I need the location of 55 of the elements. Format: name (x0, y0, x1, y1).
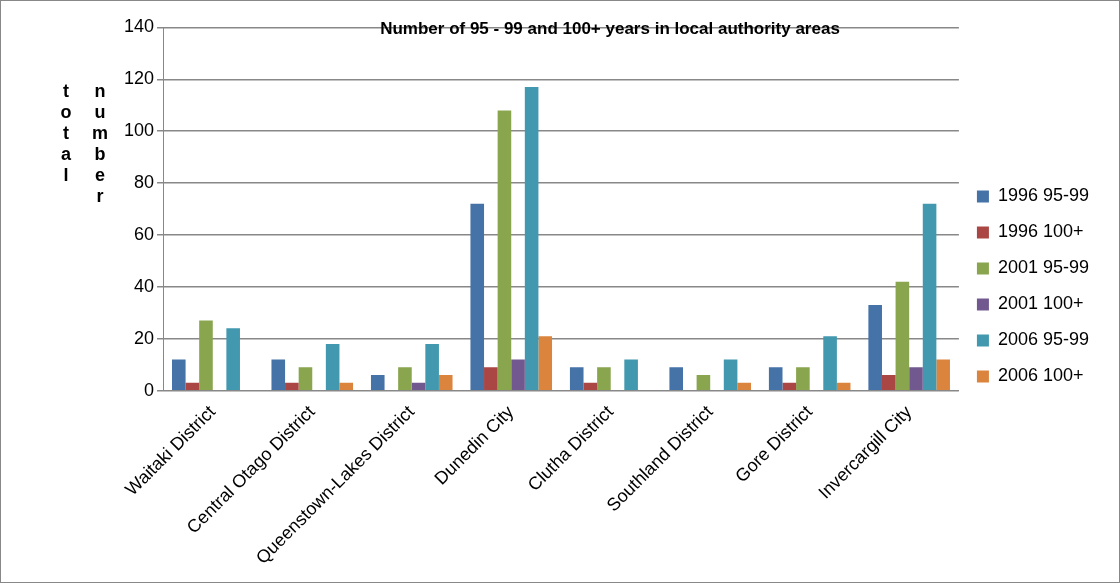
bar (199, 320, 213, 390)
bar (936, 359, 950, 390)
legend-label: 2001 95-99 (997, 257, 1090, 278)
bar (524, 87, 539, 390)
bar (470, 203, 485, 390)
bar (484, 367, 498, 390)
bar (836, 382, 851, 390)
bar (398, 367, 412, 390)
bar (868, 305, 882, 390)
legend-label: 2001 100+ (997, 293, 1084, 314)
y-tick-label: 60 (134, 223, 155, 244)
bar (271, 359, 286, 390)
bar (538, 336, 553, 390)
y-tick-label: 40 (134, 275, 155, 296)
bar (285, 382, 299, 390)
bar (597, 367, 611, 390)
y-tick-label: 100 (123, 120, 155, 141)
bar (339, 382, 354, 390)
bar (782, 382, 797, 390)
legend-label: 1996 100+ (997, 221, 1084, 242)
bar (723, 359, 738, 390)
bar (497, 110, 512, 390)
bar (909, 367, 923, 390)
bar (569, 367, 584, 390)
bar (669, 367, 684, 390)
bar (796, 367, 810, 390)
bar (411, 382, 426, 390)
bar (425, 343, 439, 390)
legend-label: 1996 95-99 (997, 185, 1090, 206)
y-tick-label: 20 (134, 327, 155, 348)
bar (696, 375, 711, 390)
bar (737, 382, 751, 390)
bar (226, 328, 240, 390)
bar (171, 359, 186, 390)
y-tick-label: 80 (134, 172, 155, 193)
bar (895, 281, 910, 390)
bar (823, 336, 837, 390)
y-tick-label: 140 (123, 16, 155, 37)
bar (583, 382, 598, 390)
legend-label: 2006 95-99 (997, 329, 1090, 350)
bar (881, 375, 896, 390)
legend-label: 2006 100+ (997, 365, 1084, 386)
bar (185, 382, 200, 390)
bar (370, 375, 385, 390)
y-tick-label: 0 (144, 379, 155, 400)
bar (624, 359, 638, 390)
bar (768, 367, 783, 390)
chart-title: Number of 95 - 99 and 100+ years in local authority areas (380, 18, 840, 38)
bar (922, 203, 937, 390)
bar (298, 367, 313, 390)
y-tick-label: 120 (123, 68, 155, 89)
y-axis-title: total number (55, 81, 111, 209)
bar (325, 343, 340, 390)
bar (511, 359, 525, 390)
bar (438, 375, 453, 390)
